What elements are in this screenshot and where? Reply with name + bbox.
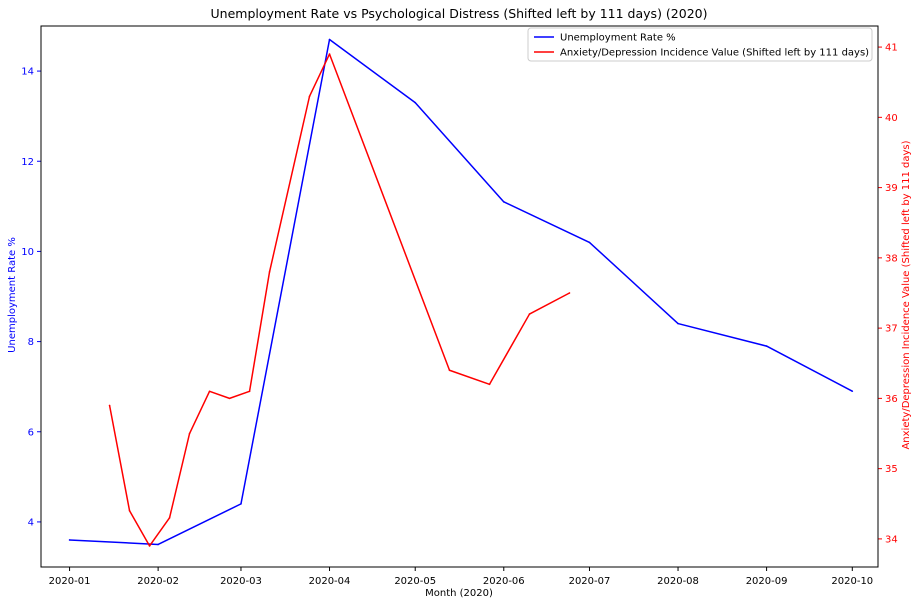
x-tick-label: 2020-06: [483, 576, 525, 587]
unemployment-point: [851, 390, 854, 392]
unemployment-line: [69, 38, 853, 546]
legend-label: Anxiety/Depression Incidence Value (Shif…: [560, 48, 869, 59]
legend-box: [527, 27, 873, 62]
y-right-tick-label: 35: [885, 464, 898, 475]
anxiety-depression-point: [168, 517, 171, 519]
anxiety-depression-point: [108, 404, 111, 407]
unemployment-point: [588, 241, 591, 244]
x-tick-label: 2020-01: [49, 576, 91, 587]
y-right-tick-label: 41: [885, 43, 898, 54]
y-right-tick-label: 37: [885, 324, 898, 335]
y-left-tick-label: 6: [28, 427, 34, 438]
x-tick-label: 2020-04: [309, 576, 351, 587]
anxiety-depression-point: [568, 292, 571, 294]
plot-border: [40, 25, 879, 568]
x-tick-label: 2020-08: [657, 576, 699, 587]
y-right-tick-label: 36: [885, 394, 898, 405]
unemployment-point: [240, 503, 242, 505]
series-lines: [68, 38, 854, 547]
y-right-tick-label: 39: [885, 183, 898, 194]
legend-label: Unemployment Rate %: [560, 33, 676, 44]
y-right-tick-label: 38: [885, 253, 898, 264]
x-axis-label: Month (2020): [425, 588, 493, 599]
x-tick-label: 2020-03: [220, 576, 262, 587]
y-left-tick-label: 10: [21, 247, 34, 258]
anxiety-depression-point: [208, 390, 211, 393]
y-left-tick-label: 12: [21, 157, 34, 168]
anxiety-depression-point: [228, 397, 231, 400]
anxiety-depression-point: [148, 545, 151, 547]
anxiety-depression-point: [268, 271, 271, 273]
chart-title: Unemployment Rate vs Psychological Distr…: [211, 6, 708, 21]
anxiety-depression-point: [328, 53, 331, 55]
unemployment-point: [414, 101, 417, 104]
legend: Unemployment Rate % Anxiety/Depression In…: [527, 27, 873, 62]
axes: 2020-01 2020-02 2020-03 2020-04 2020-05 2020-…: [21, 43, 897, 587]
y-axis-right-label: Anxiety/Depression Incidence Value (Shif…: [901, 140, 912, 449]
unemployment-point: [328, 38, 331, 41]
x-tick-label: 2020-05: [394, 576, 436, 587]
plot-frame: [40, 25, 879, 568]
unemployment-point: [765, 345, 768, 347]
unemployment-point: [157, 543, 159, 546]
unemployment-point: [677, 322, 679, 325]
y-left-tick-label: 14: [21, 67, 34, 78]
anxiety-depression-point: [448, 369, 451, 372]
y-right-tick-label: 34: [885, 534, 898, 545]
x-tick-label: 2020-09: [746, 576, 788, 587]
y-left-tick-label: 4: [28, 517, 34, 528]
anxiety-depression-point: [188, 432, 191, 435]
anxiety-depression-point: [248, 390, 251, 393]
unemployment-point: [502, 201, 505, 203]
anxiety-depression-point: [308, 95, 311, 98]
y-left-tick-label: 8: [28, 337, 34, 348]
y-axis-left-label: Unemployment Rate %: [7, 237, 18, 353]
x-tick-label: 2020-02: [137, 576, 179, 587]
unemployment-point: [68, 539, 71, 541]
x-tick-label: 2020-07: [569, 576, 611, 587]
y-right-tick-label: 40: [885, 113, 898, 124]
x-tick-label: 2020-10: [831, 576, 873, 587]
anxiety-depression-point: [488, 383, 491, 386]
anxiety-depression-point: [128, 509, 131, 512]
anxiety-depression-point: [528, 313, 531, 315]
